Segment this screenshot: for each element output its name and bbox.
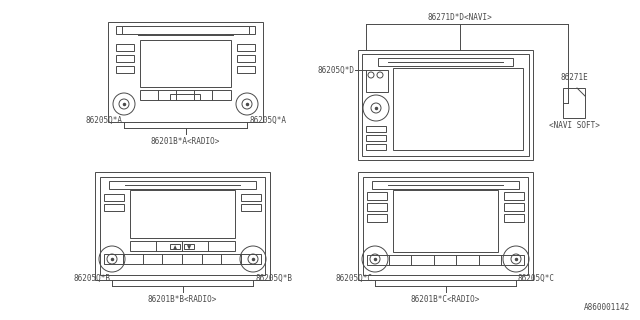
Text: 86205Q*A: 86205Q*A — [85, 116, 122, 124]
Bar — [100, 177, 265, 275]
Bar — [367, 203, 387, 211]
Bar — [367, 214, 387, 222]
Bar — [116, 26, 146, 34]
Bar — [366, 126, 386, 132]
Text: 86201B*B<RADIO>: 86201B*B<RADIO> — [148, 295, 217, 305]
Bar — [362, 54, 529, 156]
Bar — [108, 22, 263, 122]
Bar — [358, 172, 533, 280]
Text: 86205Q*A: 86205Q*A — [249, 116, 286, 124]
Bar — [237, 66, 255, 73]
Bar — [170, 244, 180, 249]
Text: 86201B*A<RADIO>: 86201B*A<RADIO> — [151, 138, 220, 147]
Text: ▲: ▲ — [173, 245, 177, 251]
Bar — [504, 192, 524, 200]
Bar — [130, 241, 235, 251]
Bar — [184, 244, 194, 249]
Text: 86205Q*C: 86205Q*C — [518, 274, 555, 283]
Text: 86201B*C<RADIO>: 86201B*C<RADIO> — [411, 295, 480, 305]
Bar — [237, 44, 255, 51]
Bar — [241, 204, 261, 211]
Bar — [366, 70, 388, 92]
Bar — [122, 26, 249, 34]
Bar — [116, 44, 134, 51]
Bar — [367, 192, 387, 200]
Bar — [116, 55, 134, 62]
Bar — [393, 190, 498, 252]
Bar — [140, 90, 231, 100]
Bar — [378, 58, 513, 66]
Bar — [372, 181, 519, 189]
Bar — [367, 255, 524, 265]
Text: 86205Q*C: 86205Q*C — [336, 274, 373, 283]
Bar — [95, 172, 270, 280]
Text: 86205Q*B: 86205Q*B — [255, 274, 292, 283]
Bar — [140, 40, 231, 87]
Bar — [225, 26, 255, 34]
Bar — [104, 254, 261, 264]
Bar — [104, 204, 124, 211]
Bar — [116, 66, 134, 73]
Text: A860001142: A860001142 — [584, 303, 630, 312]
Text: <NAVI SOFT>: <NAVI SOFT> — [548, 122, 600, 131]
Text: 86271D*D<NAVI>: 86271D*D<NAVI> — [428, 13, 492, 22]
Text: 86205Q*D: 86205Q*D — [318, 66, 355, 75]
Bar — [130, 190, 235, 238]
Bar — [366, 135, 386, 141]
Text: 86205Q*B: 86205Q*B — [73, 274, 110, 283]
Bar — [366, 144, 386, 150]
Bar — [393, 68, 523, 150]
Bar — [563, 88, 585, 118]
Bar — [170, 94, 200, 100]
Bar — [504, 203, 524, 211]
Bar — [237, 55, 255, 62]
Bar — [104, 194, 124, 201]
Text: 86271E: 86271E — [560, 74, 588, 83]
Bar — [241, 194, 261, 201]
Bar — [504, 214, 524, 222]
Bar — [358, 50, 533, 160]
Bar — [109, 181, 256, 189]
Bar — [363, 177, 528, 275]
Text: ▼: ▼ — [187, 245, 191, 251]
